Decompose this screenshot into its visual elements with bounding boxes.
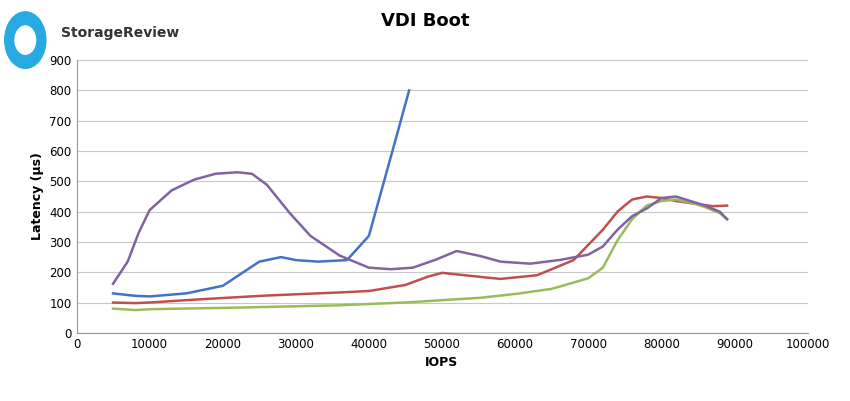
Crucial P3 Plus 4TB — [306, 259, 316, 263]
Circle shape — [15, 26, 36, 54]
Line: Crucial P3 Plus 4TB: Crucial P3 Plus 4TB — [113, 91, 409, 296]
Teamgroup Cardea Z44Q 2TB — [218, 296, 228, 300]
Teamgroup Cardea Z44Q 2TB — [471, 274, 481, 279]
Line: Intel 670p 2TB Gen3: Intel 670p 2TB Gen3 — [113, 200, 727, 310]
Intel 670p 2TB Gen3 — [519, 290, 530, 295]
Sabrent Rocket Q4 4TB Gen4 — [217, 171, 227, 176]
Crucial P3 Plus 4TB — [242, 267, 252, 272]
Sabrent Rocket Q4 4TB Gen4 — [267, 188, 277, 193]
Teamgroup Cardea Z44Q 2TB — [571, 255, 581, 259]
Text: VDI Boot: VDI Boot — [381, 12, 469, 30]
Intel 670p 2TB Gen3 — [571, 279, 581, 284]
Crucial P3 Plus 4TB — [144, 294, 155, 299]
Intel 670p 2TB Gen3 — [108, 306, 118, 311]
Crucial P3 Plus 4TB — [184, 290, 195, 295]
Intel 670p 2TB Gen3 — [387, 301, 397, 306]
Intel 670p 2TB Gen3 — [471, 296, 481, 300]
Sabrent Rocket Q4 4TB Gen4 — [722, 217, 732, 222]
Intel 670p 2TB Gen3 — [218, 306, 228, 310]
Text: StorageReview: StorageReview — [61, 26, 179, 40]
Intel 670p 2TB Gen3 — [267, 304, 277, 309]
Line: Teamgroup Cardea Z44Q 2TB: Teamgroup Cardea Z44Q 2TB — [113, 196, 727, 303]
Sabrent Rocket Q4 4TB Gen4 — [519, 261, 530, 266]
X-axis label: IOPS: IOPS — [425, 356, 459, 369]
Y-axis label: Latency (μs): Latency (μs) — [31, 152, 44, 241]
Crucial P3 Plus 4TB — [161, 293, 171, 298]
Teamgroup Cardea Z44Q 2TB — [519, 274, 530, 279]
Teamgroup Cardea Z44Q 2TB — [108, 300, 118, 305]
Crucial P3 Plus 4TB — [283, 256, 293, 261]
Intel 670p 2TB Gen3 — [722, 217, 732, 222]
Crucial P3 Plus 4TB — [108, 291, 118, 296]
Teamgroup Cardea Z44Q 2TB — [722, 203, 732, 208]
Circle shape — [5, 12, 46, 68]
Intel 670p 2TB Gen3 — [671, 197, 681, 202]
Sabrent Rocket Q4 4TB Gen4 — [571, 255, 581, 259]
Crucial P3 Plus 4TB — [332, 258, 342, 263]
Legend: Crucial P3 Plus 4TB, Teamgroup Cardea Z44Q 2TB, Intel 670p 2TB Gen3, Sabrent Roc: Crucial P3 Plus 4TB, Teamgroup Cardea Z4… — [36, 399, 848, 401]
Sabrent Rocket Q4 4TB Gen4 — [232, 170, 242, 175]
Sabrent Rocket Q4 4TB Gen4 — [108, 282, 118, 286]
Teamgroup Cardea Z44Q 2TB — [387, 285, 397, 290]
Line: Sabrent Rocket Q4 4TB Gen4: Sabrent Rocket Q4 4TB Gen4 — [113, 172, 727, 284]
Sabrent Rocket Q4 4TB Gen4 — [471, 253, 481, 257]
Teamgroup Cardea Z44Q 2TB — [642, 194, 652, 199]
Intel 670p 2TB Gen3 — [129, 308, 139, 312]
Teamgroup Cardea Z44Q 2TB — [267, 293, 277, 298]
Crucial P3 Plus 4TB — [404, 88, 414, 93]
Sabrent Rocket Q4 4TB Gen4 — [387, 267, 397, 271]
Teamgroup Cardea Z44Q 2TB — [129, 301, 139, 306]
